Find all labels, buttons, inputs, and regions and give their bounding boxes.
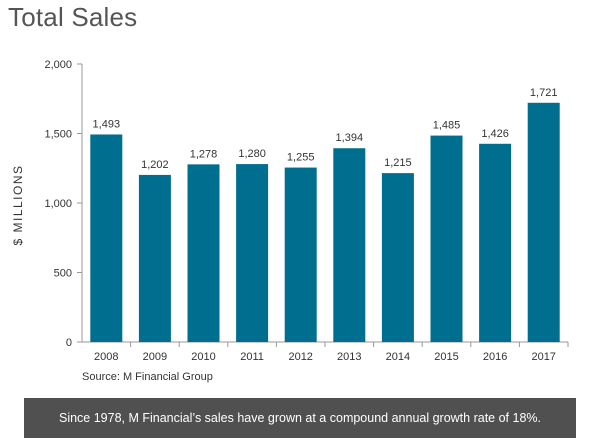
x-tick-label-2012: 2012 [288,351,312,363]
bar-2016 [479,143,512,342]
x-tick-label-2015: 2015 [434,351,458,363]
y-tick-label: 1,000 [44,198,72,210]
y-tick-label: 500 [54,268,72,280]
y-tick-label: 0 [66,337,72,349]
chart-title: Total Sales [8,2,138,32]
bar-2017 [527,102,560,342]
data-label-2014: 1,215 [384,157,412,169]
data-label-2011: 1,280 [238,148,266,160]
data-label-2010: 1,278 [190,148,218,160]
data-label-2015: 1,485 [433,120,461,132]
x-tick-label-2014: 2014 [386,351,410,363]
bar-2015 [430,135,463,342]
bar-2009 [138,174,171,342]
x-tick-label-2013: 2013 [337,351,361,363]
source-note: Source: M Financial Group [82,371,213,383]
x-tick-label-2008: 2008 [94,351,118,363]
data-label-2008: 1,493 [93,118,121,130]
x-tick-label-2016: 2016 [483,351,507,363]
footnote-text: Since 1978, M Financial’s sales have gro… [58,411,541,425]
x-tick-label-2011: 2011 [240,351,264,363]
bar-2011 [236,164,269,342]
bar-2013 [333,148,366,342]
x-tick-label-2010: 2010 [191,351,215,363]
x-tick-label-2017: 2017 [531,351,555,363]
data-label-2009: 1,202 [141,159,169,171]
bar-2014 [381,173,414,342]
y-tick-label: 1,500 [44,129,72,141]
bar-2010 [187,164,220,342]
y-tick-label: 2,000 [44,59,72,71]
data-label-2017: 1,721 [530,87,558,99]
data-label-2012: 1,255 [287,152,315,164]
footnote-banner: Since 1978, M Financial’s sales have gro… [24,398,576,438]
bar-2012 [284,167,317,342]
y-axis-label: $ MILLIONS [11,164,25,245]
data-label-2013: 1,394 [336,132,364,144]
data-label-2016: 1,426 [481,128,509,140]
x-tick-label-2009: 2009 [143,351,167,363]
bar-2008 [90,134,123,342]
